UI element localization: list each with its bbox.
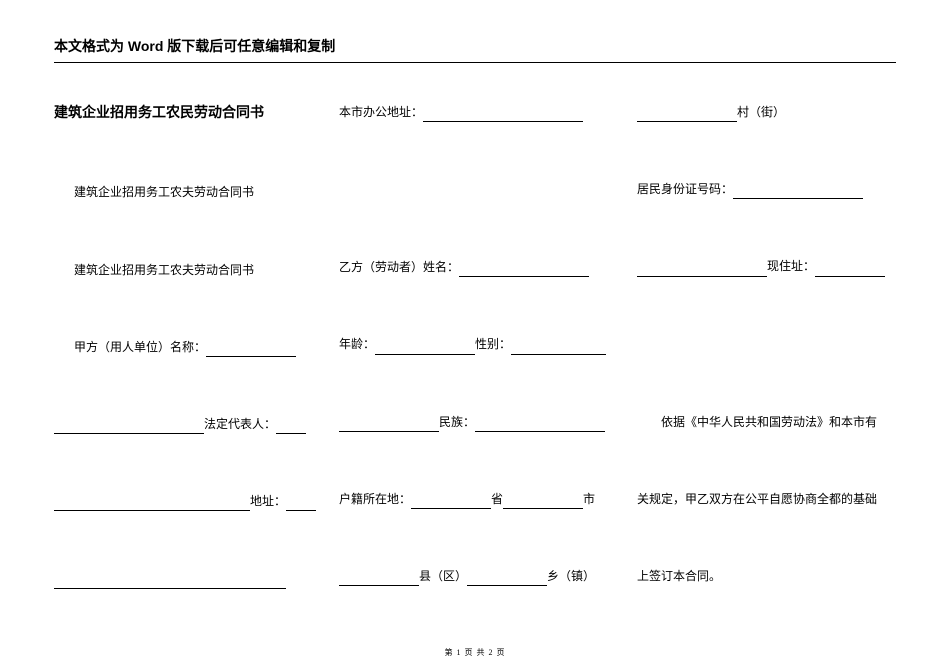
ethnicity-label: 民族： [439,415,475,429]
city-blank [503,495,583,509]
ethnicity-blank [475,418,605,432]
gender-label: 性别： [475,337,511,351]
village-blank [637,108,737,122]
clause-3: 上签订本合同。 [637,567,902,586]
party-b-label: 乙方（劳动者）姓名： [339,260,459,274]
party-b-blank [459,263,589,277]
address-blank [286,497,316,511]
legal-rep-blank-pre [54,420,204,434]
column-3: 村（街） 居民身份证号码： 现住址： 依据《中华人民共和国劳动法》和本市有 关规… [637,103,902,589]
age-gender-row: 年龄： 性别： [339,335,617,354]
legal-rep-blank [276,420,306,434]
header-bar: 本文格式为 Word 版下载后可任意编辑和复制 [54,36,896,63]
subtitle-1: 建筑企业招用务工农夫劳动合同书 [54,183,319,202]
age-label: 年龄： [339,337,375,351]
province-label: 省 [491,492,503,506]
gender-blank [511,341,606,355]
party-b-row: 乙方（劳动者）姓名： [339,258,617,277]
bottom-blank [54,575,286,589]
village-label: 村（街） [737,105,785,119]
age-blank [375,341,475,355]
column-1: 建筑企业招用务工农民劳动合同书 建筑企业招用务工农夫劳动合同书 建筑企业招用务工… [54,103,319,589]
page-footer: 第 1 页 共 2 页 [0,647,950,658]
ethnicity-row: 民族： [339,413,617,432]
legal-rep-row: 法定代表人： [54,415,319,434]
province-blank [411,495,491,509]
subtitle-2: 建筑企业招用务工农夫劳动合同书 [54,261,319,280]
town-blank [467,572,547,586]
column-2: 本市办公地址： 乙方（劳动者）姓名： 年龄： 性别： 民族： 户籍所在地： 省 市 县… [339,103,617,589]
doc-title: 建筑企业招用务工农民劳动合同书 [54,103,319,125]
bottom-blank-row [54,569,319,588]
legal-rep-label: 法定代表人： [204,417,276,431]
town-label: 乡（镇） [547,569,595,583]
curr-addr-label: 现住址： [767,259,815,273]
county-town-row: 县（区） 乡（镇） [339,567,617,586]
party-a-blank [206,343,296,357]
curr-addr-row: 现住址： [637,257,902,276]
curr-addr-blank [815,263,885,277]
office-addr-blank [423,108,583,122]
party-a-label: 甲方（用人单位）名称： [74,340,206,354]
county-blank [339,572,419,586]
address-blank-pre [54,497,250,511]
id-blank [733,185,863,199]
village-row: 村（街） [637,103,902,122]
city-label: 市 [583,492,595,506]
county-label: 县（区） [419,569,467,583]
clause-1: 依据《中华人民共和国劳动法》和本市有 [637,413,902,432]
ethnicity-blank-pre [339,418,439,432]
address-row: 地址： [54,492,319,511]
huji-label: 户籍所在地： [339,492,411,506]
id-label: 居民身份证号码： [637,182,733,196]
id-row: 居民身份证号码： [637,180,902,199]
office-addr-row: 本市办公地址： [339,103,617,122]
huji-row: 户籍所在地： 省 市 [339,490,617,509]
clause-2: 关规定，甲乙双方在公平自愿协商全都的基础 [637,490,902,509]
office-addr-label: 本市办公地址： [339,105,423,119]
curr-addr-blank-pre [637,263,767,277]
address-label: 地址： [250,494,286,508]
content-columns: 建筑企业招用务工农民劳动合同书 建筑企业招用务工农夫劳动合同书 建筑企业招用务工… [54,103,896,589]
party-a-name: 甲方（用人单位）名称： [54,338,319,357]
